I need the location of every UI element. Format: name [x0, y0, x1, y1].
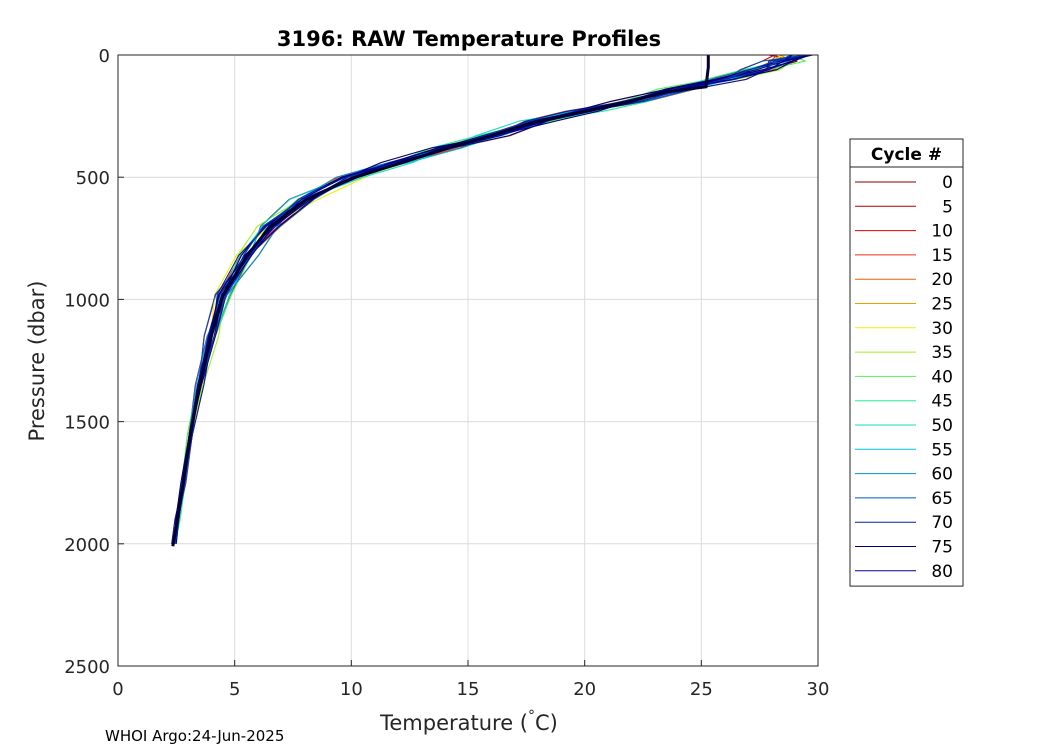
x-tick-label: 20	[573, 679, 596, 700]
profile-lines	[171, 54, 814, 547]
legend-box	[849, 138, 964, 587]
legend-label-65: 65	[931, 489, 953, 509]
legend-label-80: 80	[931, 562, 953, 582]
legend-label-5: 5	[942, 197, 953, 217]
y-tick-label: 1500	[64, 413, 110, 434]
y-tick-label: 2500	[64, 657, 110, 678]
legend-label-25: 25	[931, 295, 953, 315]
x-tick-label: 15	[457, 679, 480, 700]
y-tick-label: 2000	[64, 535, 110, 556]
axis-ticks: 0 5 10 15 20 25 30 0 500 1000 1500 2000 2500	[64, 46, 829, 700]
legend-label-60: 60	[931, 465, 953, 485]
x-tick-label: 30	[807, 679, 830, 700]
x-axis-label: Temperature (°C)	[379, 708, 558, 735]
legend-label-45: 45	[931, 392, 953, 412]
legend-label-20: 20	[931, 270, 953, 290]
legend-label-75: 75	[931, 538, 953, 558]
legend-label-70: 70	[931, 513, 953, 533]
latest-profile-line	[171, 55, 710, 547]
x-tick-label: 10	[340, 679, 363, 700]
y-tick-label: 500	[76, 168, 110, 189]
legend-label-0: 0	[942, 173, 953, 193]
legend-label-10: 10	[931, 222, 953, 242]
grid-lines	[117, 54, 819, 667]
footer-date: WHOI Argo:24-Jun-2025	[105, 727, 284, 745]
legend-label-15: 15	[931, 246, 953, 266]
x-axis-label-unit: C)	[535, 711, 558, 735]
legend-label-55: 55	[931, 440, 953, 460]
x-tick-label: 25	[690, 679, 713, 700]
y-tick-label: 0	[99, 46, 110, 67]
x-tick-label: 5	[229, 679, 240, 700]
y-tick-label: 1000	[64, 290, 110, 311]
legend-label-40: 40	[931, 367, 953, 387]
legend: Cycle #0 5 10 15 20 25 30 35 40 45 50 55 60 65 70 75 80	[849, 138, 964, 587]
legend-title: Cycle #	[871, 145, 942, 165]
x-tick-label: 0	[112, 679, 123, 700]
legend-label-50: 50	[931, 416, 953, 436]
x-axis-label-text: Temperature (	[379, 711, 528, 735]
chart-title: 3196: RAW Temperature Profiles	[277, 27, 661, 51]
legend-label-35: 35	[931, 343, 953, 363]
y-axis-label: Pressure (dbar)	[25, 281, 49, 442]
legend-label-30: 30	[931, 319, 953, 339]
